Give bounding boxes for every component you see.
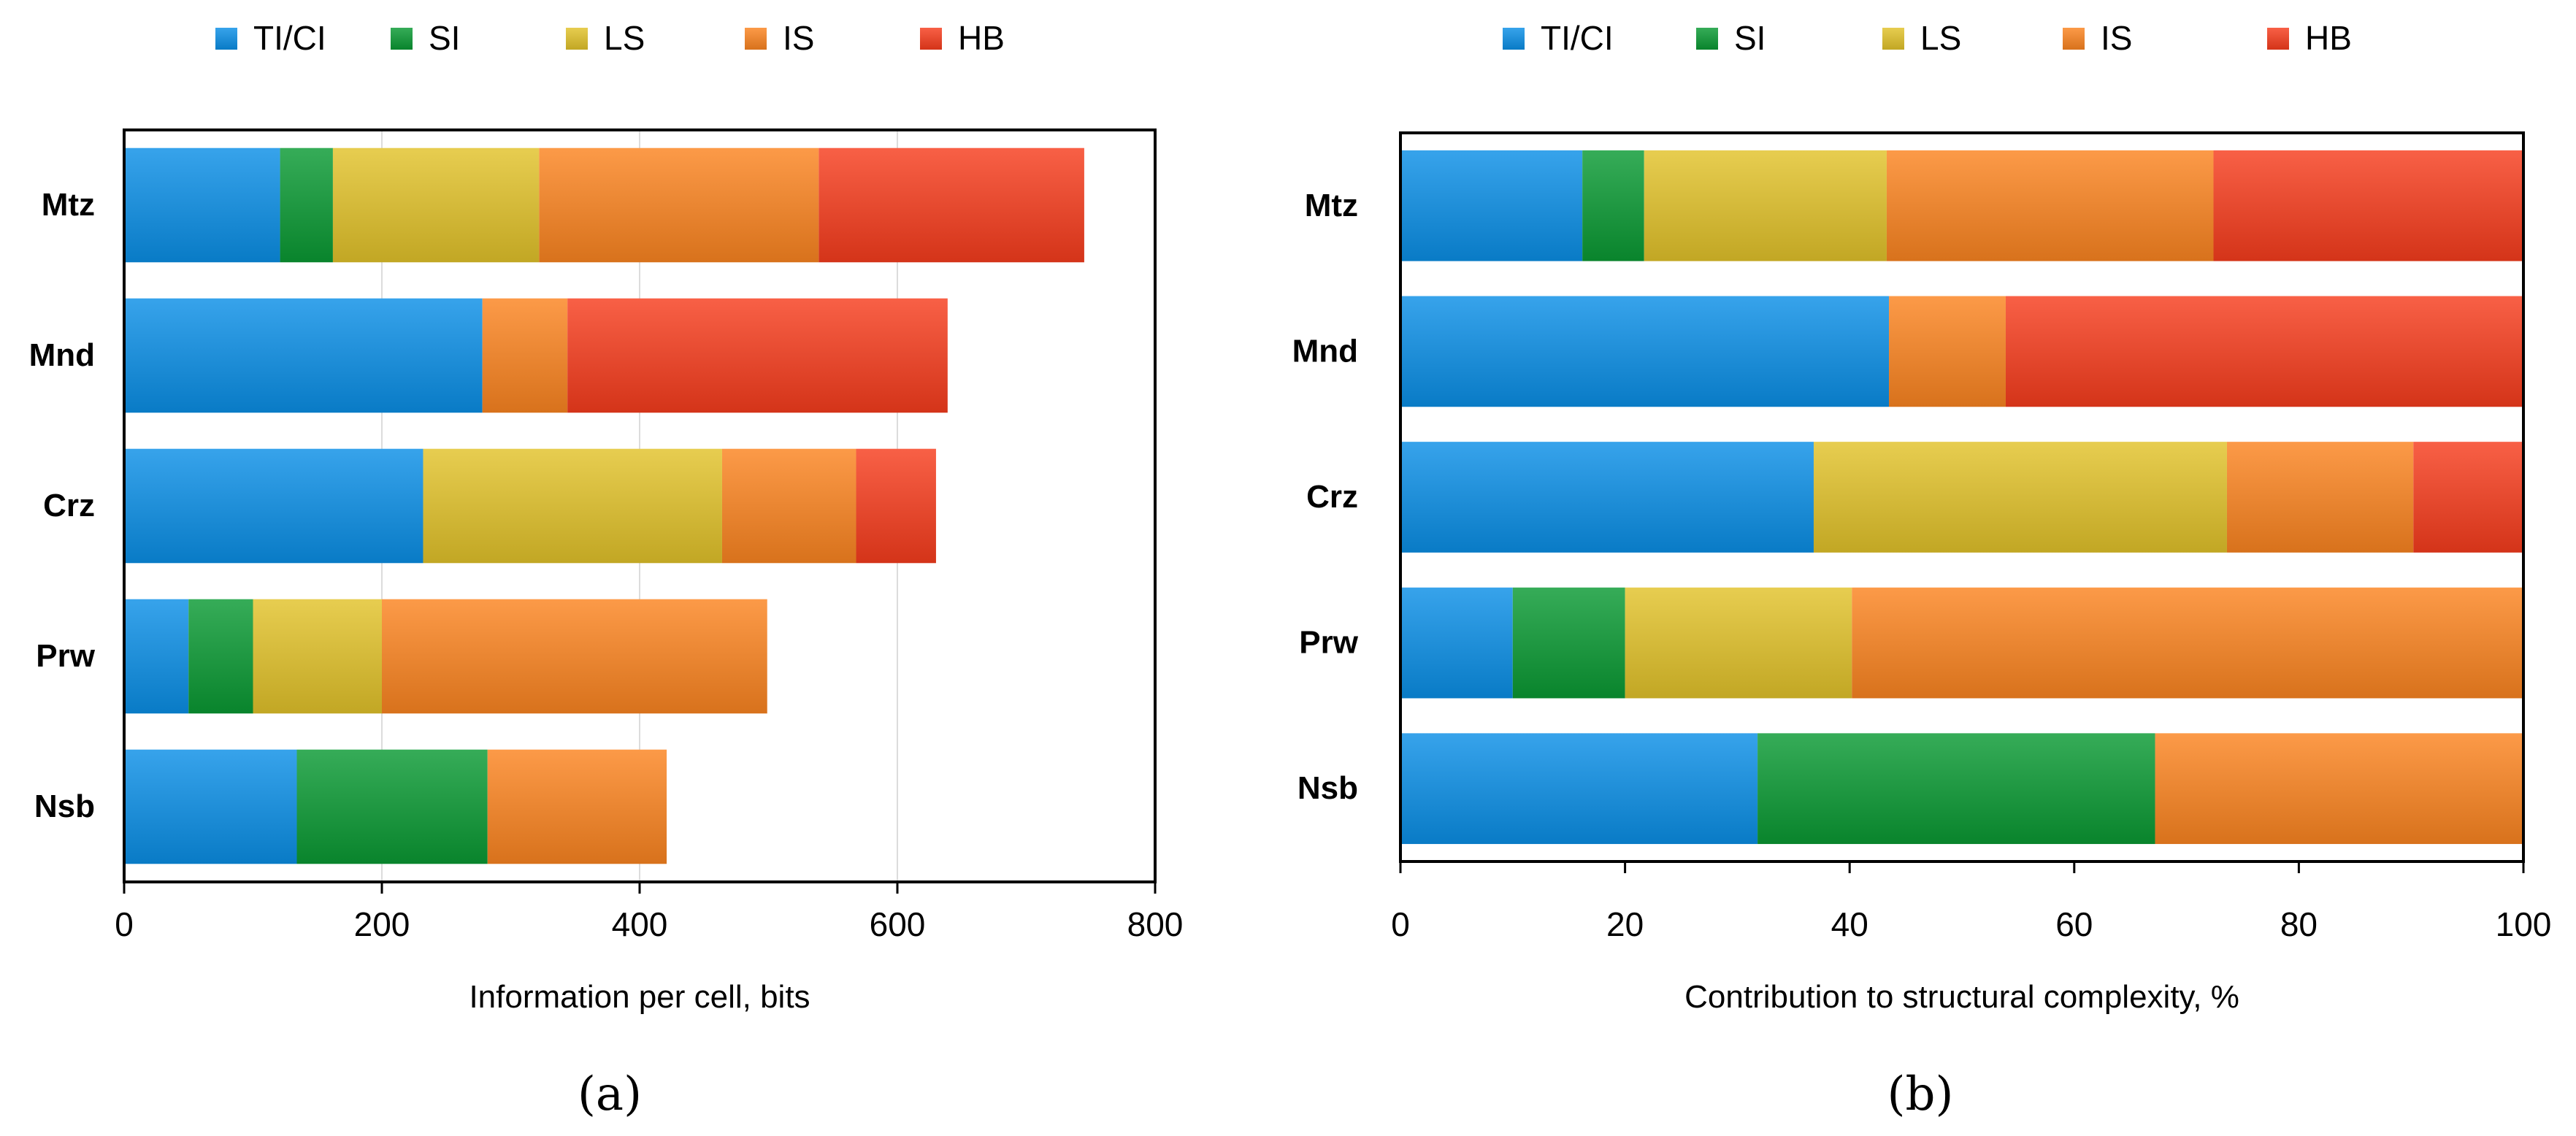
x-tick-label: 200 xyxy=(354,905,410,943)
bar-nsb-is xyxy=(2155,733,2523,845)
bar-crz-ti-ci xyxy=(124,448,423,564)
legend-swatch xyxy=(391,28,413,50)
legend-label: TI/CI xyxy=(253,19,326,57)
bar-nsb-si xyxy=(1757,733,2155,845)
legend-label: HB xyxy=(2305,19,2352,57)
bar-crz-is xyxy=(2226,442,2414,553)
legend-label: LS xyxy=(1920,19,1961,57)
bar-mtz-ls xyxy=(1644,150,1887,261)
bar-crz-ti-ci xyxy=(1400,442,1814,553)
x-tick-label: 80 xyxy=(2280,905,2318,943)
legend-swatch xyxy=(745,28,767,50)
category-label: Crz xyxy=(43,488,95,523)
x-tick-label: 60 xyxy=(2055,905,2093,943)
category-label: Mnd xyxy=(29,337,95,373)
bar-mtz-is xyxy=(1886,150,2214,261)
bar-mnd-is xyxy=(482,298,568,413)
bar-prw-ls xyxy=(253,599,382,714)
bar-prw-is xyxy=(1852,587,2523,699)
x-axis-label: Information per cell, bits xyxy=(469,979,810,1015)
legend-label: IS xyxy=(2101,19,2132,57)
legend-swatch xyxy=(566,28,588,50)
bar-mtz-si xyxy=(1582,150,1644,261)
bar-nsb-ti-ci xyxy=(124,749,297,864)
bar-prw-si xyxy=(188,599,253,714)
bar-nsb-is xyxy=(487,749,667,864)
panel-label: (b) xyxy=(1887,1067,1954,1121)
bar-mnd-hb xyxy=(2005,296,2523,407)
legend-label: HB xyxy=(958,19,1005,57)
bar-crz-hb xyxy=(856,448,936,564)
bar-crz-hb xyxy=(2413,442,2523,553)
x-tick-label: 800 xyxy=(1127,905,1184,943)
category-label: Mnd xyxy=(1292,333,1358,369)
bar-mtz-ls xyxy=(332,147,540,263)
x-tick-label: 20 xyxy=(1606,905,1644,943)
bar-prw-ti-ci xyxy=(1400,587,1513,699)
bar-crz-ls xyxy=(423,448,722,564)
x-tick-label: 0 xyxy=(1391,905,1410,943)
category-label: Mtz xyxy=(1305,188,1358,223)
bar-prw-si xyxy=(1512,587,1625,699)
category-label: Prw xyxy=(36,638,95,674)
bar-mnd-ti-ci xyxy=(1400,296,1890,407)
bar-nsb-si xyxy=(296,749,488,864)
category-label: Mtz xyxy=(42,187,95,223)
bar-crz-is xyxy=(721,448,856,564)
bar-mtz-ti-ci xyxy=(124,147,280,263)
category-label: Nsb xyxy=(34,788,95,824)
category-label: Prw xyxy=(1299,625,1358,661)
category-label: Nsb xyxy=(1297,770,1358,806)
bar-nsb-ti-ci xyxy=(1400,733,1758,845)
chart-panel-b: Mtz Mnd Crz Prw Nsb 0 20 40 60 80 100 Contribution … xyxy=(1292,19,2552,1121)
legend-label: SI xyxy=(429,19,460,57)
bar-crz-ls xyxy=(1813,442,2227,553)
x-tick-label: 400 xyxy=(612,905,668,943)
legend-label: IS xyxy=(783,19,814,57)
bar-prw-ls xyxy=(1625,587,1852,699)
x-tick-label: 0 xyxy=(115,905,134,943)
bar-mnd-hb xyxy=(567,298,948,413)
panel-label: (a) xyxy=(578,1067,642,1121)
plot-frame xyxy=(1399,131,2525,863)
x-axis-label: Contribution to structural complexity, % xyxy=(1684,979,2239,1015)
bar-mnd-ti-ci xyxy=(124,298,483,413)
x-tick-label: 600 xyxy=(870,905,926,943)
x-tick-label: 100 xyxy=(2496,905,2552,943)
x-tick-label: 40 xyxy=(1831,905,1868,943)
legend-swatch xyxy=(2267,28,2289,50)
bar-mtz-ti-ci xyxy=(1400,150,1583,261)
legend-swatch xyxy=(215,28,237,50)
legend-swatch xyxy=(920,28,942,50)
bar-prw-is xyxy=(382,599,767,714)
legend-label: TI/CI xyxy=(1541,19,1614,57)
bar-mtz-hb xyxy=(2213,150,2523,261)
legend-label: LS xyxy=(604,19,645,57)
legend-swatch xyxy=(1882,28,1904,50)
bar-mtz-is xyxy=(539,147,819,263)
chart-panel-a: Mtz Mnd Crz Prw Nsb 0 200 400 600 800 Information … xyxy=(29,19,1184,1121)
bar-prw-ti-ci xyxy=(124,599,189,714)
legend-swatch xyxy=(2063,28,2085,50)
category-label: Crz xyxy=(1306,479,1358,515)
legend-label: SI xyxy=(1734,19,1766,57)
legend-swatch xyxy=(1696,28,1718,50)
bar-mtz-hb xyxy=(819,147,1084,263)
legend-swatch xyxy=(1503,28,1525,50)
bar-mnd-is xyxy=(1889,296,2006,407)
bar-mtz-si xyxy=(280,147,333,263)
